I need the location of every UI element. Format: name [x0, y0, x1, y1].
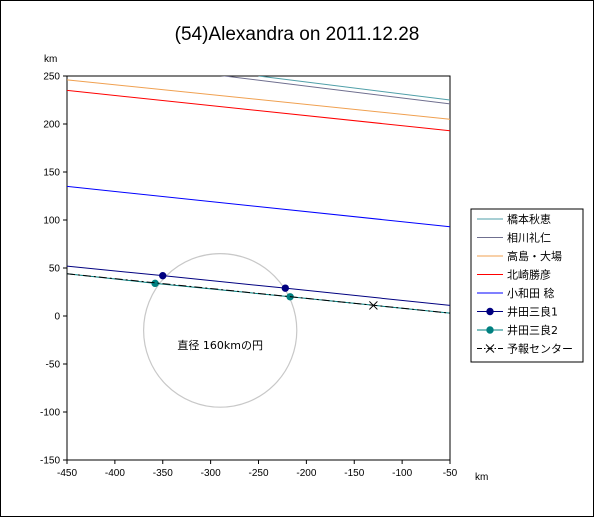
series-line-2 [220, 76, 450, 105]
legend-box [470, 208, 584, 363]
series-7-marker [151, 279, 159, 288]
legend-entry-6: 井田三良1 [507, 305, 558, 319]
x-tick-label: -100 [392, 468, 412, 479]
legend-entry-5: 小和田 稔 [507, 286, 555, 300]
y-tick-label: 50 [49, 264, 61, 275]
x-tick-label: -200 [296, 468, 316, 479]
series-line-8 [67, 273, 450, 314]
legend-entry-8: 予報センター [507, 343, 573, 356]
plot-border [66, 75, 451, 461]
series-line-4 [67, 89, 450, 132]
y-axis-label: km [44, 54, 57, 65]
y-tick-label: -100 [40, 408, 60, 419]
legend-marker-6 [486, 307, 494, 316]
y-tick-label: 150 [43, 168, 60, 179]
legend-entry-4: 北崎勝彦 [507, 268, 551, 282]
diameter-circle [143, 252, 298, 408]
chart-title: (54)Alexandra on 2011.12.28 [175, 24, 420, 45]
series-line-1 [258, 76, 450, 101]
legend-entry-1: 橋本秋恵 [507, 212, 551, 226]
x-tick-label: -350 [153, 468, 173, 479]
series-line-3 [67, 79, 450, 120]
y-tick-label: 200 [43, 120, 60, 131]
series-line-6 [67, 265, 450, 306]
y-tick-label: -50 [46, 360, 61, 371]
series-8-marker [369, 301, 378, 310]
series-6-marker [159, 271, 167, 280]
legend-marker-7 [486, 326, 494, 334]
y-tick-label: -150 [40, 456, 60, 467]
x-tick-label: -400 [105, 468, 125, 479]
x-axis-label: km [475, 472, 488, 483]
plot-content [67, 76, 450, 408]
x-tick-label: -150 [344, 468, 364, 479]
y-tick-label: 0 [54, 312, 60, 323]
series-6-marker [281, 284, 290, 292]
circle-annotation: 直径 160kmの円 [177, 338, 263, 352]
legend-entry-3: 高島・大場 [507, 249, 562, 263]
legend-entry-7: 井田三良2 [507, 323, 558, 337]
plot-area: -450 -400 -350 -300 -250 -200 -150 -100 -50 -150 -… [40, 72, 458, 480]
y-tick-label: 250 [43, 72, 60, 83]
x-tick-label: -300 [201, 468, 221, 479]
x-tick-label: -50 [443, 468, 458, 479]
legend-marker-8 [485, 344, 495, 353]
series-line-5 [67, 185, 450, 228]
x-tick-label: -250 [248, 468, 268, 479]
x-tick-label: -450 [57, 468, 77, 479]
legend-entry-2: 相川礼仁 [507, 231, 551, 245]
y-tick-label: 100 [43, 216, 60, 227]
